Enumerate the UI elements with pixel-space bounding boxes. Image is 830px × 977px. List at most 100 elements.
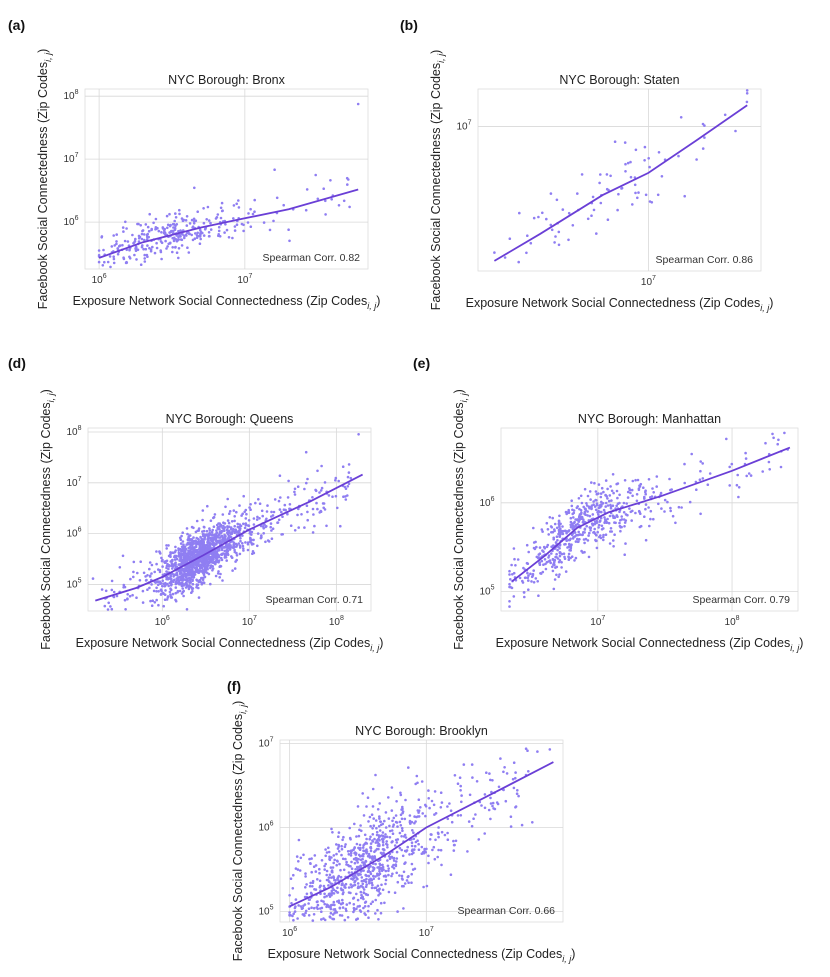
scatter-point	[571, 224, 575, 227]
scatter-point	[314, 864, 318, 867]
scatter-point	[194, 219, 198, 222]
scatter-point	[630, 519, 633, 522]
scatter-point	[288, 894, 291, 897]
scatter-point	[557, 560, 561, 564]
scatter-point	[256, 515, 259, 519]
scatter-point	[132, 570, 135, 574]
x-axis-label-main: Exposure Network Social Connectedness (Z…	[76, 636, 371, 650]
scatter-point	[238, 525, 241, 529]
scatter-point	[335, 911, 339, 914]
scatter-point	[602, 533, 605, 537]
scatter-point	[576, 505, 579, 508]
scatter-point	[583, 531, 586, 534]
scatter-point	[652, 491, 655, 494]
scatter-point	[433, 790, 437, 793]
scatter-point	[618, 510, 621, 514]
scatter-point	[542, 545, 546, 549]
scatter-point	[291, 887, 295, 890]
scatter-point	[337, 204, 341, 207]
scatter-point	[159, 593, 163, 596]
scatter-point	[471, 776, 474, 779]
scatter-point	[489, 796, 492, 800]
scatter-point	[166, 245, 169, 248]
scatter-point	[551, 565, 554, 569]
scatter-point	[152, 589, 156, 593]
scatter-point	[605, 173, 609, 176]
scatter-point	[493, 807, 497, 811]
scatter-point	[312, 865, 316, 868]
scatter-point	[136, 222, 139, 226]
scatter-point	[369, 835, 372, 839]
scatter-point	[574, 556, 578, 560]
scatter-point	[200, 581, 203, 584]
scatter-point	[606, 517, 609, 521]
scatter-point	[378, 817, 381, 820]
scatter-point	[552, 536, 555, 540]
scatter-point	[366, 909, 370, 913]
scatter-point	[735, 483, 739, 487]
scatter-point	[314, 888, 318, 891]
scatter-point	[420, 845, 424, 849]
scatter-point	[166, 576, 170, 580]
scatter-point	[327, 850, 331, 854]
scatter-point	[320, 910, 323, 913]
scatter-point	[215, 529, 218, 532]
scatter-point	[356, 905, 360, 908]
scatter-point	[284, 508, 287, 512]
scatter-point	[353, 822, 356, 826]
scatter-point	[161, 558, 164, 562]
scatter-point	[249, 508, 252, 512]
scatter-point	[623, 521, 627, 524]
scatter-point	[584, 513, 587, 516]
scatter-point	[390, 840, 394, 843]
scatter-point	[365, 852, 368, 855]
scatter-point	[192, 564, 195, 568]
scatter-point	[615, 504, 618, 508]
scatter-point	[730, 462, 734, 466]
chart-title: NYC Borough: Staten	[559, 73, 679, 87]
y-tick-base: 10	[258, 738, 270, 749]
scatter-point	[434, 838, 437, 842]
scatter-point	[459, 814, 463, 817]
scatter-point	[353, 883, 357, 887]
y-axis-label-subscript: i, j	[459, 392, 469, 402]
scatter-point	[379, 823, 383, 827]
scatter-point	[688, 500, 692, 504]
y-axis-label: Facebook Social Connectedness (Zip Codes…	[36, 49, 53, 310]
scatter-point	[586, 514, 589, 517]
scatter-point	[112, 255, 115, 258]
scatter-point	[189, 550, 193, 554]
scatter-point	[198, 547, 201, 551]
scatter-point	[172, 239, 176, 243]
x-tick-label: 108	[725, 615, 740, 628]
scatter-point	[395, 860, 398, 863]
scatter-point	[326, 878, 330, 882]
scatter-point	[206, 504, 209, 508]
scatter-point	[297, 507, 300, 511]
scatter-point	[609, 527, 613, 530]
scatter-point	[362, 888, 366, 891]
scatter-point	[524, 747, 528, 750]
scatter-point	[233, 524, 236, 528]
scatter-point	[517, 260, 520, 264]
scatter-point	[425, 847, 428, 851]
scatter-point	[289, 877, 293, 880]
scatter-point	[382, 838, 385, 841]
scatter-point	[216, 213, 220, 216]
scatter-point	[424, 814, 427, 818]
scatter-point	[368, 855, 372, 858]
x-tick-label: 107	[419, 926, 434, 939]
scatter-point	[184, 578, 188, 582]
y-tick-exponent: 5	[78, 577, 82, 584]
scatter-point	[331, 866, 335, 869]
scatter-point	[556, 539, 559, 542]
scatter-point	[489, 778, 492, 782]
scatter-point	[334, 879, 337, 882]
scatter-point	[280, 510, 283, 514]
x-axis-label: Exposure Network Social Connectedness (Z…	[73, 294, 381, 311]
scatter-point	[209, 542, 213, 546]
scatter-point	[195, 519, 199, 523]
scatter-point	[573, 520, 576, 524]
scatter-point	[307, 914, 311, 917]
